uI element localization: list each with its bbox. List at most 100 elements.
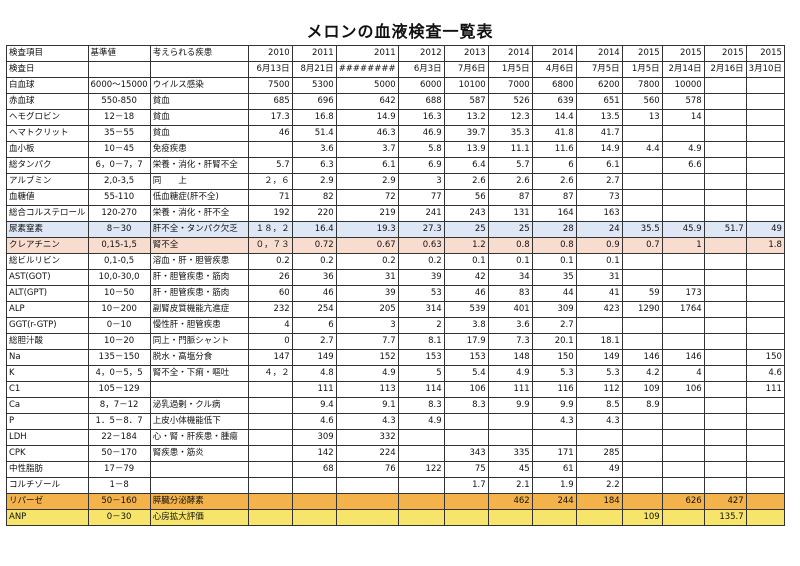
test-date: 1月5日 [487, 61, 533, 78]
test-value: 5000 [335, 77, 399, 94]
table-row: ALT(GPT) 10－50 肝・胆管疾患・筋肉 60 46 39 53 46 83 44 41 59… [6, 285, 785, 302]
test-value: 335 [487, 445, 533, 462]
test-item-label: ヘマトクリット [6, 125, 89, 142]
reference-range: 6，0－7，7 [87, 157, 151, 174]
test-value: 34 [487, 269, 533, 286]
test-value: 109 [621, 509, 663, 526]
test-value: 27.3 [397, 221, 445, 238]
table-row: クレアチニン 0,15-1,5 腎不全 ０，７３ 0.72 0.67 0.63 1.2 0.8 0… [6, 237, 785, 254]
test-value [291, 477, 337, 494]
test-value: 224 [335, 445, 399, 462]
test-value [745, 301, 785, 318]
test-value: 5.7 [247, 157, 293, 174]
test-value: 25 [487, 221, 533, 238]
test-value: 1.9 [531, 477, 577, 494]
test-value: 75 [443, 461, 489, 478]
test-value [745, 189, 785, 206]
test-value: 131 [487, 205, 533, 222]
test-value: 254 [291, 301, 337, 318]
test-value: 111 [745, 381, 785, 398]
possible-disease: 栄養・消化・肝不全 [149, 205, 249, 222]
reference-range: 55-110 [87, 189, 151, 206]
test-value [661, 413, 705, 430]
possible-disease: 低血糖症(肝不全) [149, 189, 249, 206]
test-value [443, 509, 489, 526]
test-value: 31 [575, 269, 623, 286]
test-value: 526 [487, 93, 533, 110]
test-value: 6.4 [443, 157, 489, 174]
test-value [703, 237, 747, 254]
test-value: 112 [575, 381, 623, 398]
test-value: 122 [397, 461, 445, 478]
test-value [335, 509, 399, 526]
test-value: 4.9 [661, 141, 705, 158]
test-value [745, 157, 785, 174]
test-date: ######## [335, 61, 399, 78]
table-row: 総ビルリビン 0,1-0,5 溶血・肝・胆管疾患 0.2 0.2 0.2 0.2 0.1 0.1… [6, 253, 785, 270]
test-value: 106 [661, 381, 705, 398]
test-value [661, 173, 705, 190]
test-value: 4.4 [621, 141, 663, 158]
test-value [621, 493, 663, 510]
test-value: 241 [397, 205, 445, 222]
test-value: 164 [531, 205, 577, 222]
test-value [745, 93, 785, 110]
test-date: 3月10日 [745, 61, 785, 78]
test-value: 4.3 [575, 413, 623, 430]
test-value [661, 429, 705, 446]
test-value: 696 [291, 93, 337, 110]
test-value [397, 429, 445, 446]
test-value: 60 [247, 285, 293, 302]
test-value: 147 [247, 349, 293, 366]
test-value: 2 [397, 317, 445, 334]
possible-disease: ウイルス感染 [149, 77, 249, 94]
reference-range: 6000～15000 [87, 77, 151, 94]
test-value: 153 [443, 349, 489, 366]
reference-range: 0,15-1,5 [87, 237, 151, 254]
test-value [397, 493, 445, 510]
test-value [621, 269, 663, 286]
test-value: 53 [397, 285, 445, 302]
test-value [703, 317, 747, 334]
test-item-label: 総タンパク [6, 157, 89, 174]
test-item-label: K [6, 365, 89, 382]
test-value: 116 [531, 381, 577, 398]
header-ref: 基準値 [87, 45, 151, 62]
reference-range: 135－150 [87, 349, 151, 366]
test-value: 5.4 [443, 365, 489, 382]
possible-disease: 貧血 [149, 93, 249, 110]
test-value: 5.7 [487, 157, 533, 174]
test-value: 111 [291, 381, 337, 398]
test-item-label: 総胆汁酸 [6, 333, 89, 350]
test-item-label: クレアチニン [6, 237, 89, 254]
test-value: 2.9 [291, 173, 337, 190]
table-row: 総胆汁酸 10－20 同上・門脈シャント 0 2.7 7.7 8.1 17.9 7.3 20.1 1… [6, 333, 785, 350]
test-item-label: 白血球 [6, 77, 89, 94]
test-value: 3.7 [335, 141, 399, 158]
possible-disease: 肝不全・タンパク欠乏 [149, 221, 249, 238]
test-value: 205 [335, 301, 399, 318]
test-value: 4.3 [335, 413, 399, 430]
table-row: GGT(r-GTP) 0－10 慢性肝・胆管疾患 4 6 3 2 3.8 3.6 2.7 [6, 317, 785, 334]
test-value: 6800 [531, 77, 577, 94]
test-value: 184 [575, 493, 623, 510]
test-value: 13.9 [443, 141, 489, 158]
test-value: 16.8 [291, 109, 337, 126]
reference-range: 0－10 [87, 317, 151, 334]
possible-disease: 溶血・肝・胆管疾患 [149, 253, 249, 270]
test-value: 244 [531, 493, 577, 510]
test-value: 0.1 [575, 253, 623, 270]
test-value [703, 349, 747, 366]
possible-disease: 泌乳過剰・クル病 [149, 397, 249, 414]
test-value: 4.3 [531, 413, 577, 430]
test-value: 6000 [397, 77, 445, 94]
test-date: 6月3日 [397, 61, 445, 78]
test-value: 28 [531, 221, 577, 238]
possible-disease: 免疫疾患 [149, 141, 249, 158]
blood-test-table: 検査項目 基準値 考えられる疾患 2010 2011 2011 2012 2013 2014 20… [6, 45, 785, 526]
test-value: 560 [621, 93, 663, 110]
test-value: 8.3 [397, 397, 445, 414]
test-date: 6月13日 [247, 61, 293, 78]
test-date: 2月14日 [661, 61, 705, 78]
test-item-label: アルブミン [6, 173, 89, 190]
